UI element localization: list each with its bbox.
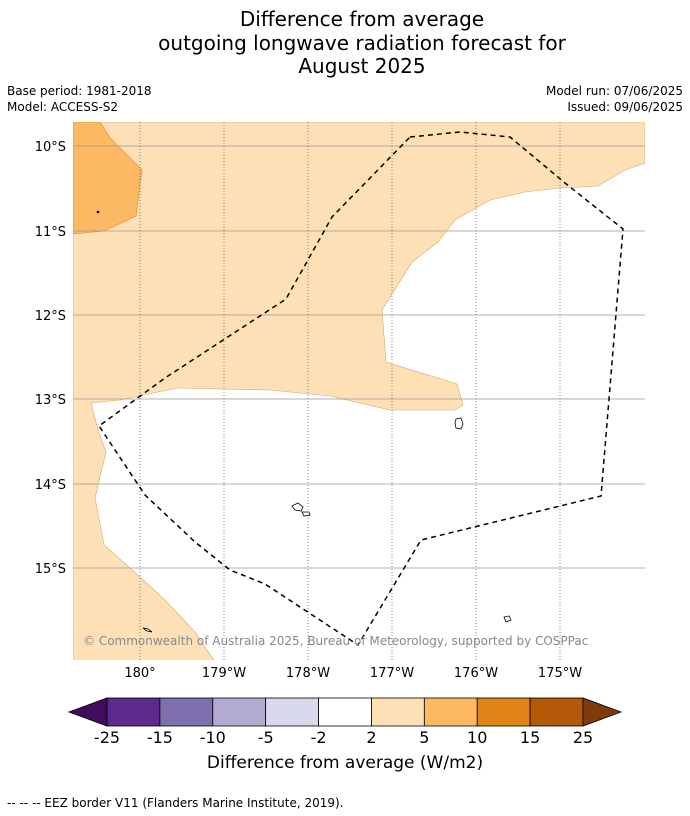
issued-date: Issued: 09/06/2025 [567, 99, 683, 114]
model-run: Model run: 07/06/2025 [545, 84, 683, 98]
colorbar-segment [529, 697, 584, 727]
title-line-3: August 2025 [298, 54, 426, 78]
lon-label-179w: 179°W [202, 666, 246, 681]
chart-title: Difference from average outgoing longwav… [0, 7, 690, 79]
lat-label-10s: 10°S [35, 140, 66, 155]
copyright-notice: © Commonwealth of Australia 2025, Bureau… [83, 634, 588, 648]
model-name: Model: ACCESS-S2 [7, 99, 119, 114]
colorbar-tick-label: -2 [311, 728, 327, 747]
colorbar-tick-label: -15 [147, 728, 173, 747]
colorbar-tick-label: -10 [200, 728, 226, 747]
colorbar-tick-label: -25 [94, 728, 120, 747]
lat-label-12s: 12°S [35, 309, 66, 324]
islet-northwest [96, 210, 100, 214]
map-area: © Commonwealth of Australia 2025, Bureau… [73, 122, 645, 660]
meta-left: Base period: 1981-2018 Model: ACCESS-S2 [7, 84, 152, 115]
colorbar-segment [476, 697, 531, 727]
colorbar-label: Difference from average (W/m2) [206, 753, 484, 773]
lon-label-176w: 176°W [454, 666, 498, 681]
island-central-a [291, 502, 304, 512]
colorbar-tick-label: 25 [573, 728, 593, 747]
lon-label-175w: 175°W [538, 666, 582, 681]
base-period: Base period: 1981-2018 [7, 84, 152, 98]
lon-label-178w: 178°W [286, 666, 330, 681]
island-southwest [142, 627, 153, 633]
island-southeast [503, 615, 512, 623]
lon-labels: 180° 179°W 178°W 177°W 176°W 175°W [124, 666, 582, 681]
lat-gridlines [73, 145, 645, 569]
colorbar-tick-label: 2 [366, 728, 376, 747]
lat-label-13s: 13°S [35, 393, 66, 408]
lon-label-177w: 177°W [370, 666, 414, 681]
colorbar-ticks: -25 -15 -10 -5 -2 2 5 10 15 25 [94, 728, 593, 747]
colorbar-segment [159, 697, 214, 727]
colorbar-segment [423, 697, 478, 727]
anomaly-region-2-to-5 [73, 122, 645, 660]
title-line-2: outgoing longwave radiation forecast for [158, 30, 566, 55]
colorbar-extend-high [582, 697, 623, 727]
colorbar-tick-label: 10 [467, 728, 487, 747]
islands [96, 210, 512, 633]
colorbar-tick-label: 5 [419, 728, 429, 747]
island-east [454, 417, 464, 430]
anomaly-region-5-to-10 [73, 122, 143, 235]
colorbar [67, 697, 623, 727]
eez-border [97, 131, 624, 647]
colorbar-segment [371, 697, 425, 727]
eez-legend-note: -- -- -- EEZ border V11 (Flanders Marine… [7, 796, 344, 810]
colorbar-segment [265, 697, 319, 727]
lat-label-14s: 14°S [35, 478, 66, 493]
lon-label-180: 180° [124, 666, 155, 681]
lat-label-15s: 15°S [35, 562, 66, 577]
colorbar-segment [318, 697, 372, 727]
island-central-b [301, 511, 311, 517]
lat-label-11s: 11°S [35, 225, 66, 240]
meta-right: Model run: 07/06/2025 Issued: 09/06/2025 [546, 84, 683, 115]
colorbar-segment [106, 697, 161, 727]
colorbar-tick-label: 15 [520, 728, 540, 747]
lat-labels: 10°S 11°S 12°S 13°S 14°S 15°S [35, 140, 66, 577]
colorbar-tick-label: -5 [258, 728, 274, 747]
title-line-1: Difference from average [239, 7, 485, 31]
colorbar-extend-low [67, 697, 108, 727]
colorbar-segment [212, 697, 267, 727]
